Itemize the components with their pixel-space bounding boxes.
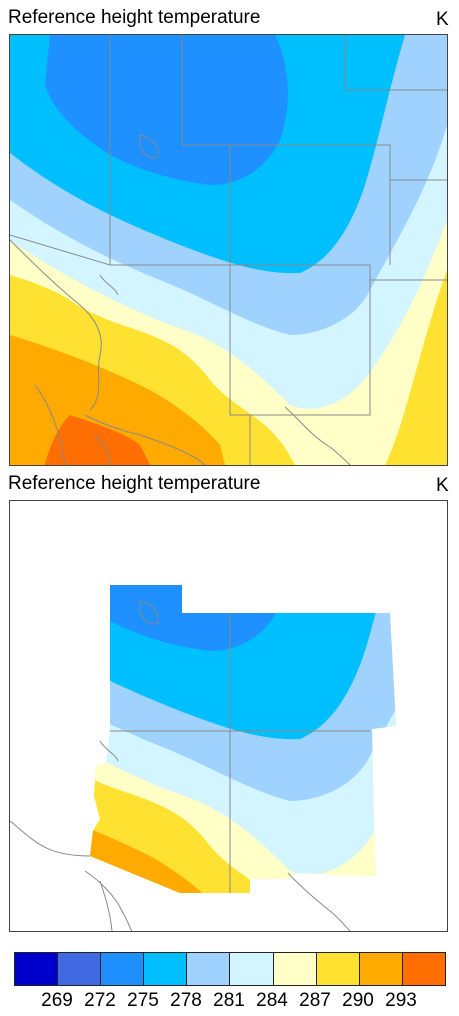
band-296-plus	[45, 415, 150, 465]
colorbar-swatch	[273, 953, 317, 985]
colorbar-swatch	[15, 953, 59, 985]
map-panel-full	[9, 34, 448, 466]
colorbar-tick-labels: 269 272 275 278 281 284 287 290 293	[14, 990, 444, 1012]
colorbar-tick-label: 269	[41, 990, 73, 1011]
map-panel-masked	[9, 500, 448, 932]
colorbar-swatch	[187, 953, 231, 985]
masked-state-boundaries	[10, 600, 370, 931]
colorbar-tick-label: 284	[256, 990, 288, 1011]
masked-band-275-278	[90, 585, 288, 651]
colorbar-tick-label: 272	[84, 990, 116, 1011]
colorbar	[14, 952, 446, 986]
band-275-278	[45, 35, 288, 185]
colorbar-tick-label: 275	[127, 990, 159, 1011]
colorbar-swatch	[58, 953, 102, 985]
colorbar-swatch	[316, 953, 360, 985]
colorbar-swatch	[101, 953, 145, 985]
panel1-title: Reference height temperature	[8, 7, 261, 28]
coastline-rivers	[10, 134, 351, 465]
colorbar-tick-label: 287	[299, 990, 331, 1011]
temperature-contour-map-masked	[10, 585, 396, 931]
masked-contours	[90, 585, 396, 893]
panel2-unit: K	[436, 475, 449, 496]
colorbar-tick-label: 278	[170, 990, 202, 1011]
colorbar-swatch	[402, 953, 445, 985]
panel2-title: Reference height temperature	[8, 473, 261, 494]
colorbar-swatch	[230, 953, 274, 985]
colorbar-tick-label: 290	[342, 990, 374, 1011]
masked-band-293-296	[90, 801, 225, 893]
panel1-unit: K	[436, 9, 449, 30]
colorbar-swatch	[359, 953, 403, 985]
colorbar-swatch	[144, 953, 188, 985]
colorbar-tick-label: 281	[213, 990, 245, 1011]
temperature-contour-map-full	[10, 35, 447, 465]
colorbar-tick-label: 293	[385, 990, 417, 1011]
state-boundaries	[10, 35, 447, 465]
